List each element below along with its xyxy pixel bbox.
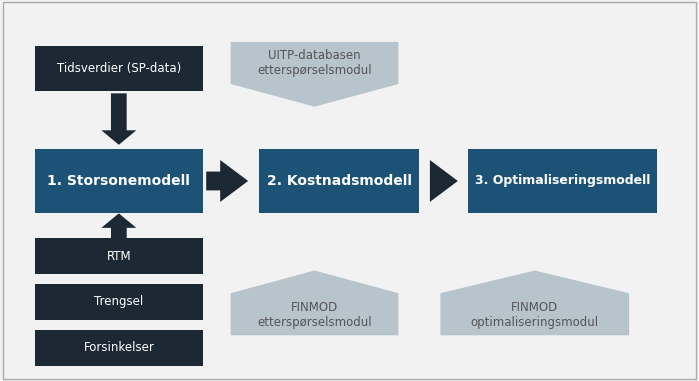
- Text: Trengsel: Trengsel: [94, 295, 143, 309]
- Text: UITP-databasen
etterspørselsmodul: UITP-databasen etterspørselsmodul: [257, 49, 372, 77]
- Text: 1. Storsonemodell: 1. Storsonemodell: [48, 174, 190, 188]
- Polygon shape: [206, 160, 248, 202]
- Text: Forsinkelser: Forsinkelser: [83, 341, 154, 354]
- Text: FINMOD
optimaliseringsmodul: FINMOD optimaliseringsmodul: [470, 301, 599, 328]
- Text: Tidsverdier (SP-data): Tidsverdier (SP-data): [57, 62, 181, 75]
- FancyBboxPatch shape: [259, 149, 419, 213]
- Polygon shape: [231, 42, 398, 107]
- FancyBboxPatch shape: [35, 330, 203, 366]
- Text: FINMOD
etterspørselsmodul: FINMOD etterspørselsmodul: [257, 301, 372, 328]
- FancyBboxPatch shape: [35, 238, 203, 274]
- Polygon shape: [101, 93, 136, 145]
- FancyBboxPatch shape: [35, 149, 203, 213]
- Polygon shape: [231, 271, 398, 335]
- FancyBboxPatch shape: [468, 149, 657, 213]
- Text: 2. Kostnadsmodell: 2. Kostnadsmodell: [266, 174, 412, 188]
- Polygon shape: [440, 271, 629, 335]
- FancyBboxPatch shape: [35, 46, 203, 91]
- Polygon shape: [101, 213, 136, 240]
- Text: 3. Optimaliseringsmodell: 3. Optimaliseringsmodell: [475, 174, 650, 187]
- Polygon shape: [430, 160, 458, 202]
- Text: RTM: RTM: [106, 250, 131, 263]
- FancyBboxPatch shape: [35, 284, 203, 320]
- FancyBboxPatch shape: [3, 2, 696, 379]
